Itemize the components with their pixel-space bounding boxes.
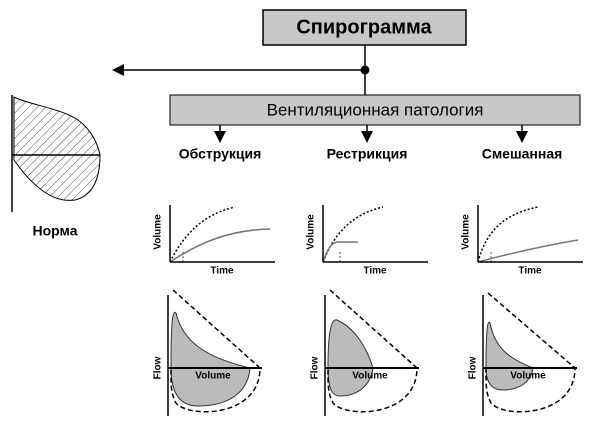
loop — [327, 319, 374, 397]
flow-volume — [167, 289, 262, 416]
axis-label: Volume — [461, 214, 472, 250]
axis-label: Volume — [306, 214, 317, 250]
predicted-loop — [327, 289, 418, 413]
axis-label: Volume — [153, 214, 164, 250]
axis-label: Flow — [468, 356, 479, 379]
title: Спирограмма — [296, 16, 432, 38]
axis-label: Flow — [310, 356, 321, 379]
measured-curve — [322, 241, 358, 263]
predicted-loop — [170, 289, 261, 413]
pathology: Вентиляционная патология — [267, 100, 484, 119]
axis-label: Time — [363, 266, 387, 277]
flow-volume — [324, 289, 419, 416]
type-label: Обструкция — [179, 146, 262, 162]
loop — [170, 311, 251, 407]
pathology-box — [169, 94, 581, 126]
spirogram — [322, 205, 428, 263]
flow-volume — [482, 292, 577, 416]
normal-loop — [11, 95, 101, 212]
predicted-curve — [169, 206, 236, 263]
spirogram — [169, 205, 275, 263]
measured-curve — [169, 228, 271, 263]
predicted-loop — [485, 292, 576, 413]
axis-label: Time — [518, 266, 542, 277]
predicted-curve — [477, 206, 539, 263]
normal-label: Норма — [33, 223, 78, 239]
title-box — [262, 9, 467, 46]
axis-label: Time — [210, 266, 234, 277]
spirogram — [477, 205, 583, 263]
measured-curve — [477, 239, 579, 263]
type-label: Смешанная — [482, 146, 563, 162]
type-label: Рестрикция — [327, 146, 408, 162]
axis-label: Volume — [195, 371, 231, 382]
predicted-curve — [322, 206, 384, 263]
axis-label: Volume — [352, 371, 388, 382]
axis-label: Flow — [153, 356, 164, 379]
axis-label: Volume — [510, 371, 546, 382]
